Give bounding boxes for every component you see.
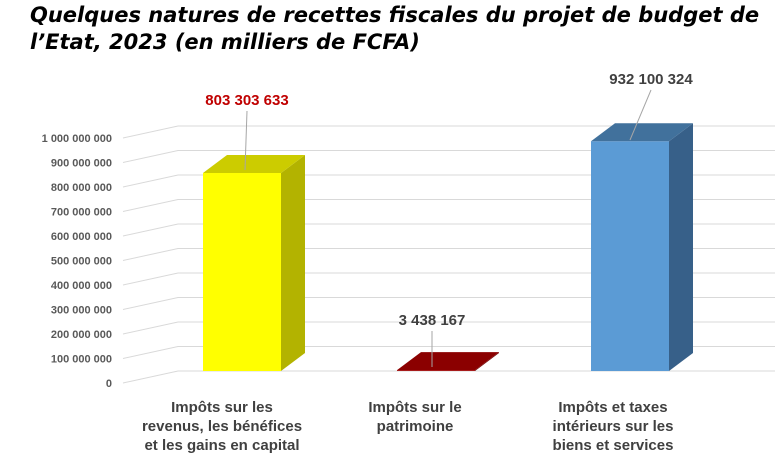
chart-title: Quelques natures de recettes fiscales du… [30,3,760,54]
data-label: 3 438 167 [399,312,466,329]
bar-front [397,370,475,371]
leader-line [244,110,248,171]
bar-side [475,352,499,371]
y-tick-label: 700 000 000 [51,207,112,219]
category-label: Impôts et taxes intérieurs sur les biens e… [553,399,674,454]
bar-side [281,155,305,371]
y-tick-label: 200 000 000 [51,329,112,341]
leader-line [629,89,652,141]
category-label: Impôts sur les revenus, les bénéfices et l… [142,399,302,454]
gridline [122,199,775,212]
y-tick-label: 0 [106,378,112,390]
gridline [122,248,775,261]
y-axis-ticks: 0 100 000 000 200 000 000 300 000 000 400 00… [42,133,112,390]
bar-top [397,352,499,371]
gridlines [122,125,775,384]
y-tick-label: 500 000 000 [51,256,112,268]
data-label: 932 100 324 [609,71,693,88]
gridline [122,223,775,237]
bar-3 [591,123,693,372]
data-label: 803 303 633 [205,92,288,109]
gridline [122,370,775,384]
category-labels: Impôts sur les revenus, les bénéfices et l… [142,399,674,454]
gridline [122,150,775,163]
bar-1 [203,155,305,371]
y-tick-label: 800 000 000 [51,182,112,194]
data-labels: 803 303 633 3 438 167 932 100 324 [205,71,693,367]
y-tick-label: 600 000 000 [51,231,112,243]
gridline [122,321,775,335]
bar-top [203,155,305,173]
y-tick-label: 300 000 000 [51,305,112,317]
bars [203,123,693,372]
gridline [122,346,775,359]
gridline [122,297,775,310]
y-tick-label: 1 000 000 000 [42,133,112,145]
gridline [122,272,775,286]
y-tick-label: 400 000 000 [51,280,112,292]
bar-side [669,123,693,372]
bar-2 [397,352,499,371]
gridline [122,125,775,139]
y-tick-label: 100 000 000 [51,354,112,366]
gridline [122,174,775,188]
y-tick-label: 900 000 000 [51,158,112,170]
bar-top [591,123,693,142]
category-label: Impôts sur le patrimoine [368,399,461,435]
bar-front [203,173,281,371]
bar-front [591,141,669,371]
